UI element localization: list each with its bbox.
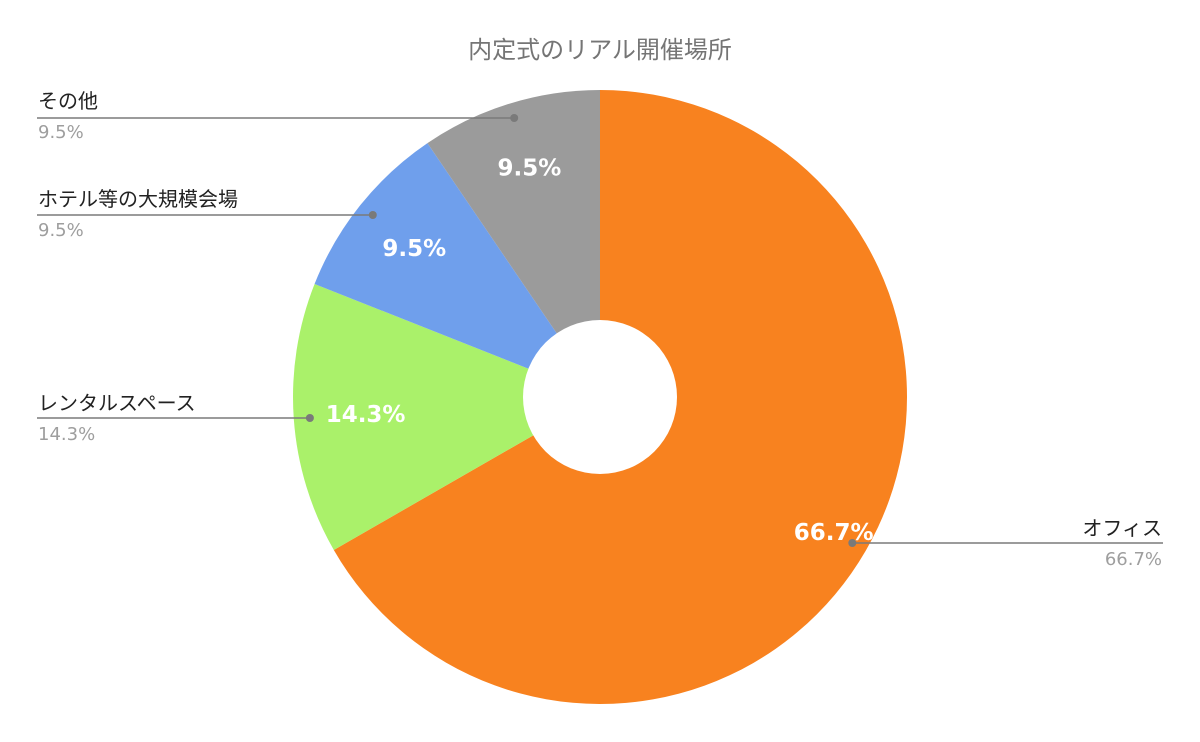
slice-value-label-4: 9.5%	[498, 156, 562, 182]
slice-value-label-1: 66.7%	[794, 520, 874, 546]
leader-dot-2	[305, 414, 314, 422]
chart-title: 内定式のリアル開催場所	[468, 36, 732, 64]
leader-labels: オフィス 66.7% レンタルスペース 14.3% ホテル等の大規模会場 9.5% その他 9…	[37, 89, 1163, 570]
category-percent-4: 9.5%	[38, 122, 84, 143]
slice-4	[427, 90, 600, 397]
slice-value-label-3: 9.5%	[382, 236, 446, 262]
category-percent-1: 66.7%	[1105, 549, 1162, 570]
leader-dot-3	[368, 211, 377, 219]
category-percent-2: 14.3%	[38, 424, 95, 445]
category-label-3: ホテル等の大規模会場	[38, 187, 238, 211]
leader-dot-1	[848, 539, 857, 547]
donut-hole	[523, 320, 677, 474]
category-label-4: その他	[38, 89, 98, 113]
leader-dot-4	[510, 114, 519, 122]
category-label-1: オフィス	[1082, 516, 1162, 540]
slice-3	[314, 143, 600, 397]
category-percent-3: 9.5%	[38, 220, 84, 241]
slice-labels: 66.7% 14.3% 9.5% 9.5%	[326, 156, 874, 547]
slice-value-label-2: 14.3%	[326, 402, 406, 428]
category-label-2: レンタルスペース	[38, 391, 196, 415]
slice-2	[293, 283, 600, 550]
